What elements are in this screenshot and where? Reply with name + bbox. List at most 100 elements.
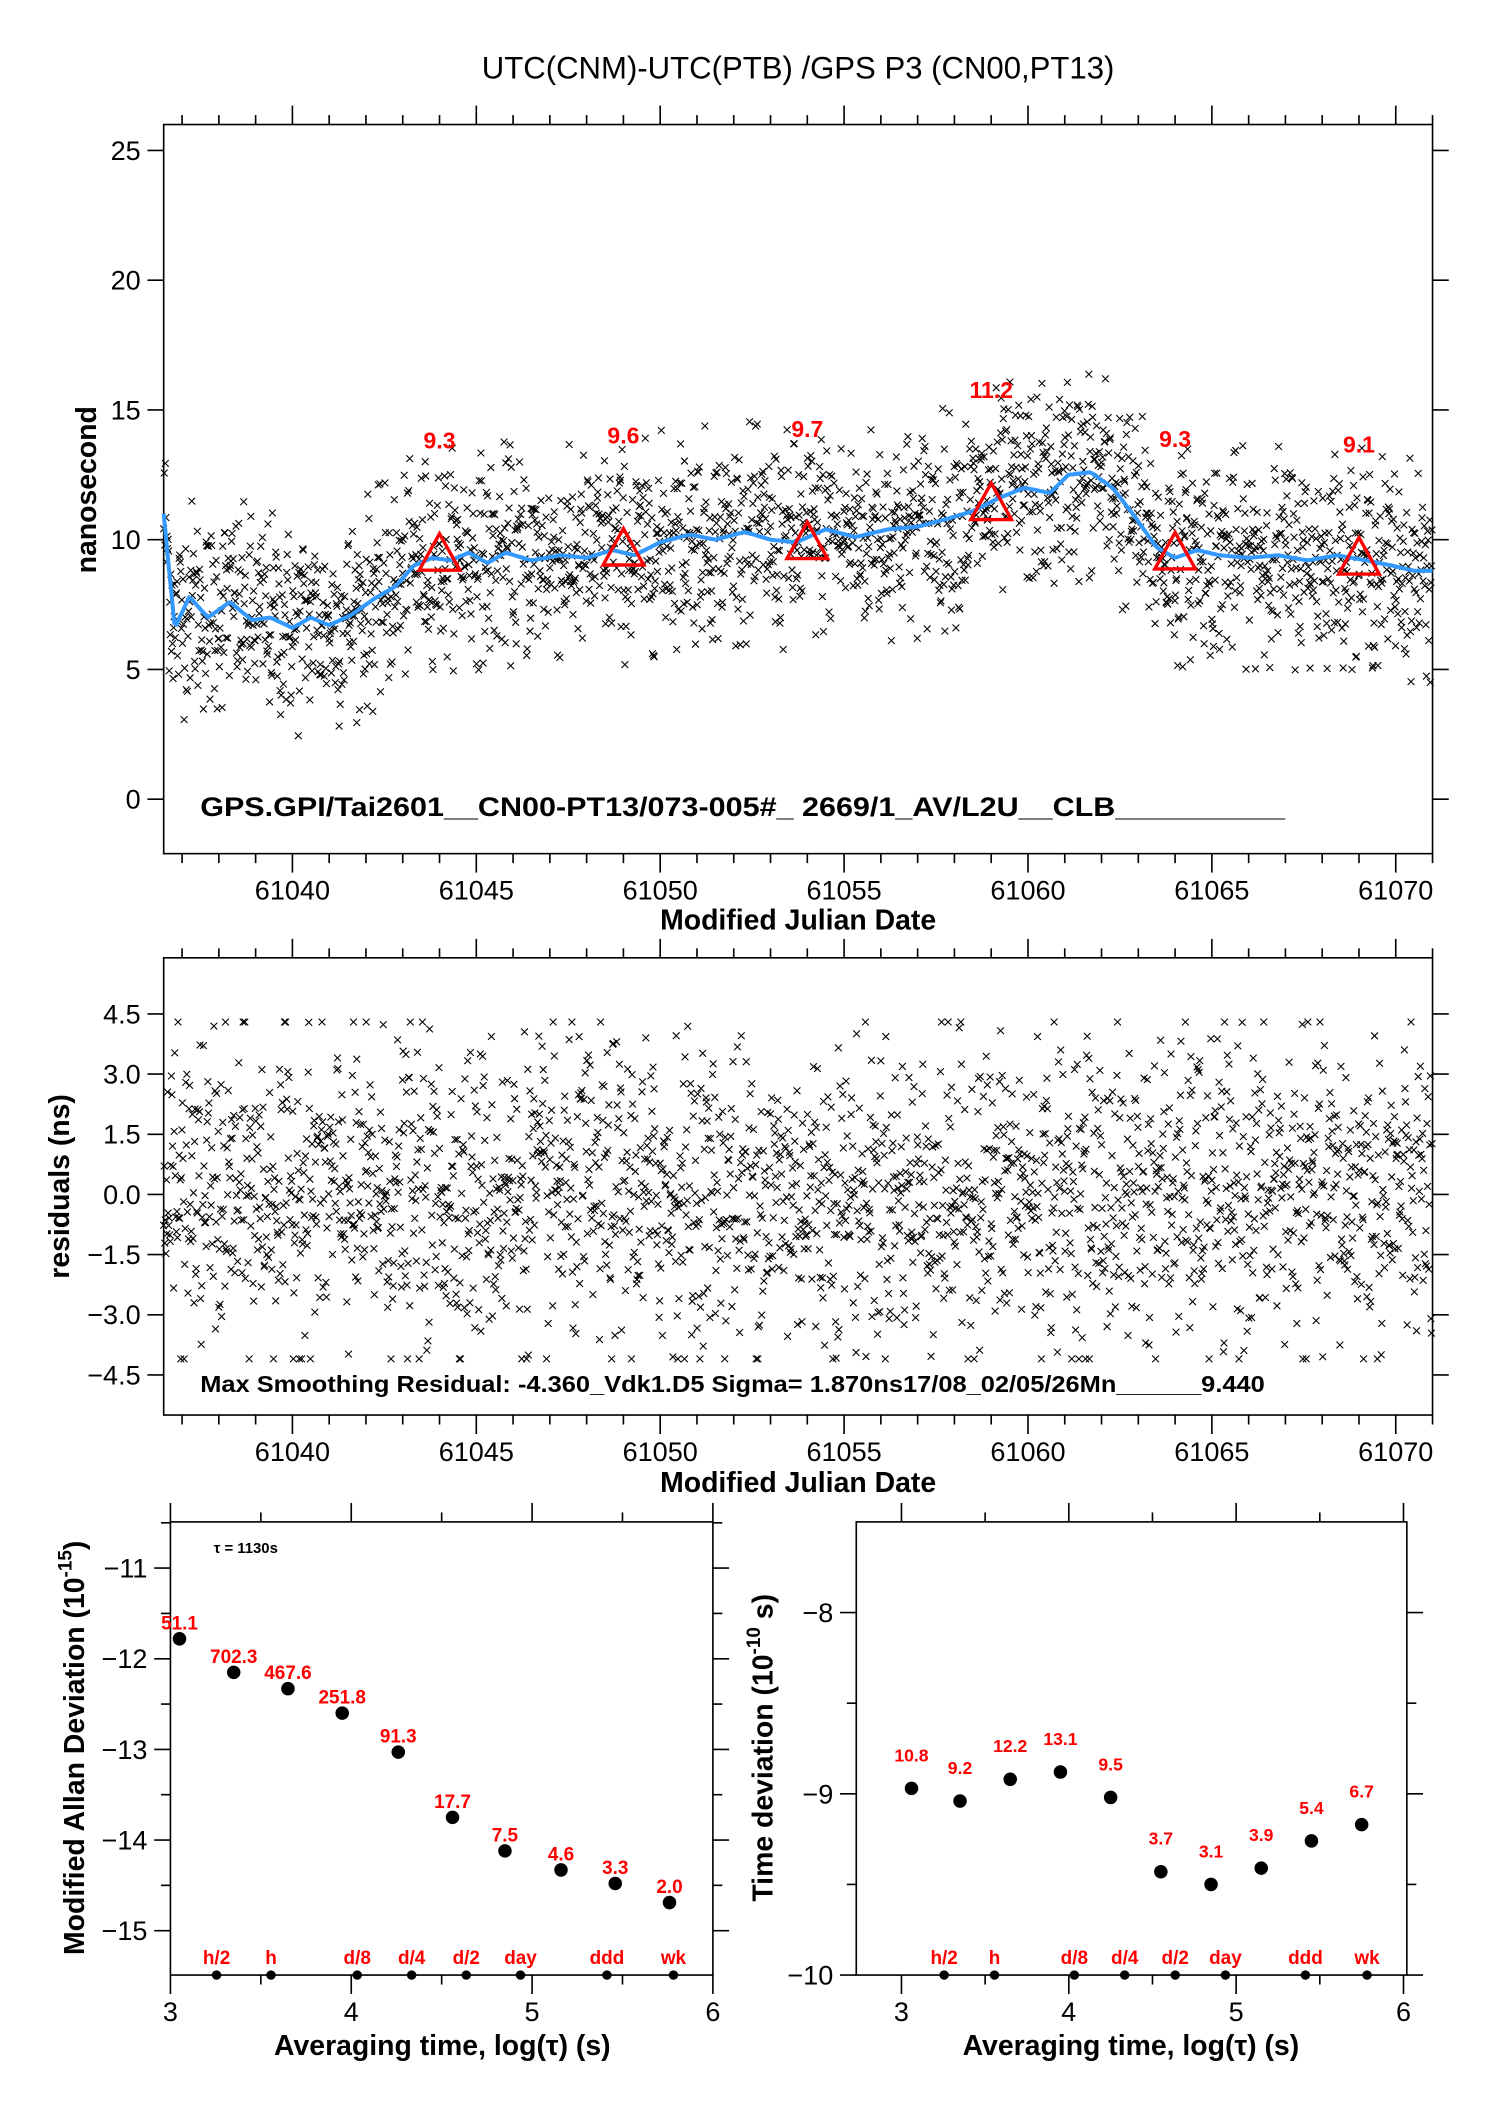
offset-point <box>1087 476 1095 485</box>
offset-point <box>976 482 984 491</box>
residual-point <box>501 1178 509 1187</box>
offset-point <box>1239 495 1248 503</box>
offset-point <box>861 577 869 585</box>
residual-point <box>402 1088 411 1096</box>
offset-point <box>1122 602 1130 610</box>
residual-point <box>243 1181 252 1190</box>
residual-point <box>833 1200 842 1208</box>
residual-point <box>793 1087 801 1095</box>
residual-point <box>312 1220 321 1228</box>
offset-point <box>782 531 790 540</box>
residual-point <box>444 1268 452 1276</box>
offset-point <box>1141 446 1149 454</box>
offset-point <box>1072 514 1081 522</box>
residual-point <box>1283 1144 1292 1152</box>
residual-point <box>908 1098 917 1106</box>
residual-point <box>203 1117 212 1126</box>
residual-point <box>1023 1152 1031 1160</box>
offset-point <box>349 637 358 646</box>
tdev-point-label: 10.8 <box>894 1745 928 1765</box>
offset-point <box>1054 459 1062 467</box>
mdev-point-label: 2.0 <box>656 1877 682 1898</box>
offset-point <box>361 665 369 673</box>
residual-point <box>998 1071 1006 1080</box>
offset-point <box>518 543 527 551</box>
residual-point <box>190 1137 199 1146</box>
residual-point <box>1088 1279 1097 1288</box>
residual-point <box>1018 1222 1026 1230</box>
offset-point <box>1344 534 1352 543</box>
offset-point <box>1320 631 1328 640</box>
residual-point <box>453 1135 461 1144</box>
residual-point <box>512 1105 521 1113</box>
offset-point <box>1274 628 1282 637</box>
residual-point <box>546 1155 554 1164</box>
offset-point <box>688 603 697 611</box>
residual-point <box>1258 1075 1267 1084</box>
residual-point <box>1133 1247 1141 1255</box>
residual-point <box>959 1228 968 1236</box>
offset-point <box>352 584 360 592</box>
offset-point <box>644 575 652 583</box>
residual-point <box>226 1135 235 1143</box>
residual-point <box>965 1294 974 1302</box>
offset-point <box>505 504 513 512</box>
offset-point <box>827 472 836 480</box>
residual-point <box>862 1199 871 1208</box>
residual-point <box>521 1234 529 1243</box>
residual-point <box>910 1209 919 1218</box>
offset-point <box>816 474 824 483</box>
residual-point <box>1067 1355 1076 1363</box>
residual-point <box>897 1143 906 1151</box>
residual-point <box>813 1229 821 1238</box>
offset-point <box>1397 623 1406 632</box>
offset-point <box>752 554 760 563</box>
residual-point <box>966 1193 974 1201</box>
offset-point <box>247 512 255 521</box>
offset-point <box>860 614 869 622</box>
offset-point <box>1314 612 1322 620</box>
offset-point <box>358 626 367 635</box>
residual-point <box>167 1072 176 1080</box>
residual-point <box>494 1214 502 1223</box>
residual-point <box>948 1286 957 1294</box>
offset-point <box>479 659 487 667</box>
residual-point <box>179 1154 187 1163</box>
interval-label: day <box>1209 1948 1242 1969</box>
residual-point <box>832 1230 841 1239</box>
residual-point <box>1236 1306 1245 1315</box>
mdev-point-label: 7.5 <box>492 1825 518 1846</box>
residual-point <box>1327 1099 1336 1108</box>
offset-point <box>1045 403 1053 411</box>
offset-point <box>585 585 593 594</box>
residual-point <box>1212 1183 1221 1192</box>
offset-point <box>766 522 775 530</box>
residual-point <box>377 1124 386 1133</box>
residual-point <box>236 1186 245 1194</box>
residual-point <box>808 1275 816 1283</box>
residual-point <box>973 1228 982 1236</box>
offset-point <box>1086 433 1095 441</box>
residual-point <box>1096 1066 1104 1075</box>
offset-point <box>458 611 466 620</box>
residual-point <box>1169 1175 1178 1183</box>
residual-point <box>1090 1129 1098 1138</box>
residual-point <box>887 1111 896 1119</box>
residual-point <box>604 1146 612 1155</box>
offset-point <box>280 600 289 609</box>
mdev-point-label: 4.6 <box>548 1844 574 1865</box>
residual-point <box>398 1076 407 1084</box>
residual-point <box>610 1211 618 1219</box>
residual-point <box>660 1138 669 1147</box>
offset-point <box>1322 619 1331 628</box>
residual-point <box>1006 1216 1015 1225</box>
residual-point <box>287 1189 295 1197</box>
offset-point <box>793 571 802 579</box>
offset-point <box>166 630 175 639</box>
residual-point <box>1237 1235 1246 1244</box>
offset-point <box>524 522 533 530</box>
residual-point <box>766 1110 775 1118</box>
offset-point <box>696 593 705 601</box>
residual-point <box>1271 1204 1280 1212</box>
